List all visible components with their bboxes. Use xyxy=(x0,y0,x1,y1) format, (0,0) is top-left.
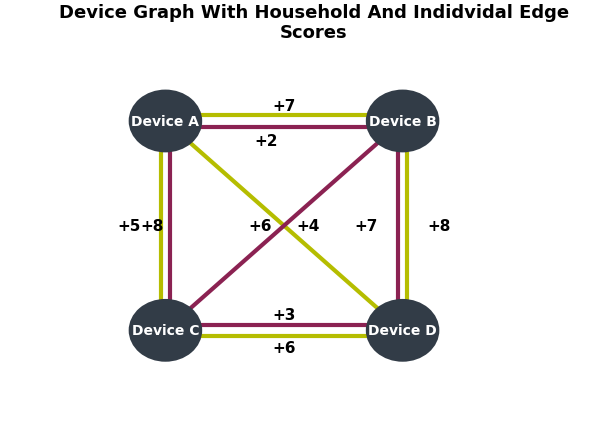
Text: Device D: Device D xyxy=(368,324,437,338)
Title: Device Graph With Household And Indidvidal Edge
Scores: Device Graph With Household And Indidvid… xyxy=(59,3,569,42)
Text: +7: +7 xyxy=(272,99,296,114)
Text: Device C: Device C xyxy=(132,324,199,338)
Text: Device A: Device A xyxy=(132,115,200,129)
Text: +4: +4 xyxy=(296,219,319,233)
Text: +2: +2 xyxy=(255,134,278,149)
Ellipse shape xyxy=(129,299,202,362)
Text: +6: +6 xyxy=(272,341,296,355)
Text: +3: +3 xyxy=(272,308,296,323)
Text: +6: +6 xyxy=(248,219,272,233)
Text: +5: +5 xyxy=(117,219,140,233)
Text: +8: +8 xyxy=(428,219,451,233)
Text: +8: +8 xyxy=(141,219,164,233)
Text: +7: +7 xyxy=(354,219,378,233)
Ellipse shape xyxy=(366,90,439,153)
Ellipse shape xyxy=(129,90,202,153)
Text: Device B: Device B xyxy=(368,115,436,129)
Ellipse shape xyxy=(366,299,439,362)
